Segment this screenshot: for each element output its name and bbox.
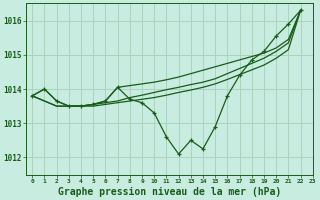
X-axis label: Graphe pression niveau de la mer (hPa): Graphe pression niveau de la mer (hPa) — [58, 186, 281, 197]
